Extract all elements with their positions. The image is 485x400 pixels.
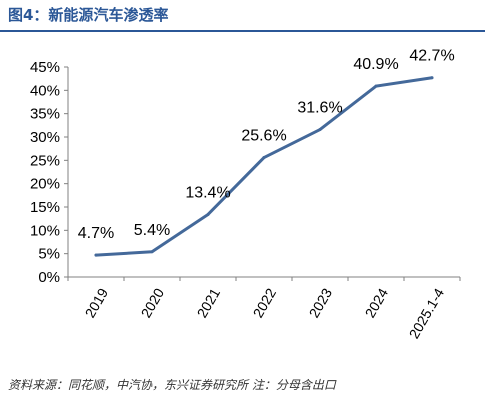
data-label: 42.7% — [409, 48, 454, 65]
y-tick-label: 25% — [30, 152, 60, 169]
y-tick-label: 15% — [30, 199, 60, 216]
series-lines — [94, 76, 434, 257]
data-point — [318, 128, 322, 132]
x-tick-label: 2021 — [194, 285, 224, 320]
data-point — [94, 253, 98, 257]
data-point — [430, 76, 434, 80]
data-label: 13.4% — [185, 184, 230, 201]
data-label: 5.4% — [134, 222, 170, 239]
data-point — [374, 84, 378, 88]
y-tick-label: 45% — [30, 59, 60, 76]
x-axis-ticks: 2019 2020 2021 2022 2023 2024 2025.1-4 — [67, 277, 461, 341]
data-point — [150, 250, 154, 254]
x-tick-label: 2025.1-4 — [406, 285, 448, 341]
x-tick-label: 2022 — [250, 285, 280, 320]
figure-title: 图4：新能源汽车渗透率 — [8, 6, 169, 24]
y-tick-label: 30% — [30, 129, 60, 146]
data-label: 31.6% — [297, 100, 342, 117]
y-tick-label: 20% — [30, 176, 60, 193]
chart-axes — [67, 67, 460, 278]
y-tick-label: 35% — [30, 106, 60, 123]
y-axis-ticks: 0% 5% 10% 15% 20% 25% 30% 35% 40% 45% — [30, 59, 68, 286]
source-note: 资料来源：同花顺，中汽协，东兴证券研究所 注：分母含出口 — [8, 378, 336, 392]
data-point — [206, 212, 210, 216]
y-tick-label: 40% — [30, 82, 60, 99]
title-divider — [0, 30, 485, 32]
data-label: 25.6% — [241, 128, 286, 145]
data-label: 40.9% — [353, 56, 398, 73]
y-tick-label: 10% — [30, 222, 60, 239]
data-point — [262, 156, 266, 160]
y-tick-label: 0% — [38, 269, 60, 286]
data-labels: 4.7% 5.4% 13.4% 25.6% 31.6% 40.9% 42.7% — [78, 48, 455, 242]
y-tick-label: 5% — [38, 246, 60, 263]
x-tick-label: 2023 — [306, 285, 336, 320]
x-tick-label: 2020 — [138, 285, 168, 320]
x-tick-label: 2024 — [362, 285, 392, 320]
x-tick-label: 2019 — [82, 285, 112, 320]
data-label: 4.7% — [78, 225, 114, 242]
